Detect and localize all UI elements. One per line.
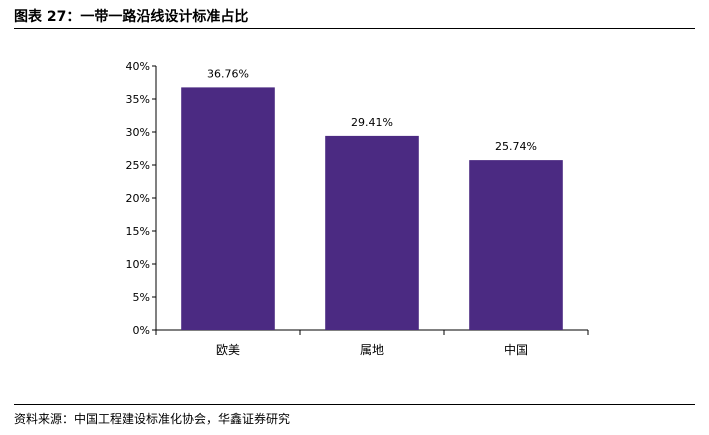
- y-tick-label: 10%: [126, 258, 150, 271]
- x-axis: 欧美 属地 中国: [155, 329, 589, 357]
- bar: [325, 135, 419, 330]
- bars: [181, 87, 563, 330]
- source-note: 资料来源：中国工程建设标准化协会，华鑫证券研究: [14, 412, 291, 426]
- bar-chart: 0% 5% 10% 15% 20% 25% 30% 35% 40% 欧美 属地 中国 36.76% 2…: [126, 60, 589, 357]
- y-tick-label: 35%: [126, 93, 150, 106]
- data-label: 29.41%: [351, 116, 393, 129]
- source-divider: [14, 404, 695, 405]
- data-label: 36.76%: [207, 67, 249, 80]
- y-tick-label: 0%: [133, 324, 150, 337]
- y-axis: 0% 5% 10% 15% 20% 25% 30% 35% 40%: [126, 60, 157, 337]
- data-labels: 36.76% 29.41% 25.74%: [207, 67, 537, 153]
- x-tick-label: 属地: [360, 343, 384, 357]
- title-divider: [14, 28, 695, 29]
- x-tick-label: 欧美: [216, 343, 240, 357]
- figure-title: 图表 27：一带一路沿线设计标准占比: [14, 9, 249, 25]
- y-tick-label: 30%: [126, 126, 150, 139]
- y-tick-label: 40%: [126, 60, 150, 73]
- bar: [469, 160, 563, 330]
- y-tick-label: 5%: [133, 291, 150, 304]
- y-tick-label: 15%: [126, 225, 150, 238]
- x-tick-label: 中国: [504, 342, 528, 357]
- y-tick-label: 25%: [126, 159, 150, 172]
- data-label: 25.74%: [495, 140, 537, 153]
- bar: [181, 87, 275, 330]
- y-tick-label: 20%: [126, 192, 150, 205]
